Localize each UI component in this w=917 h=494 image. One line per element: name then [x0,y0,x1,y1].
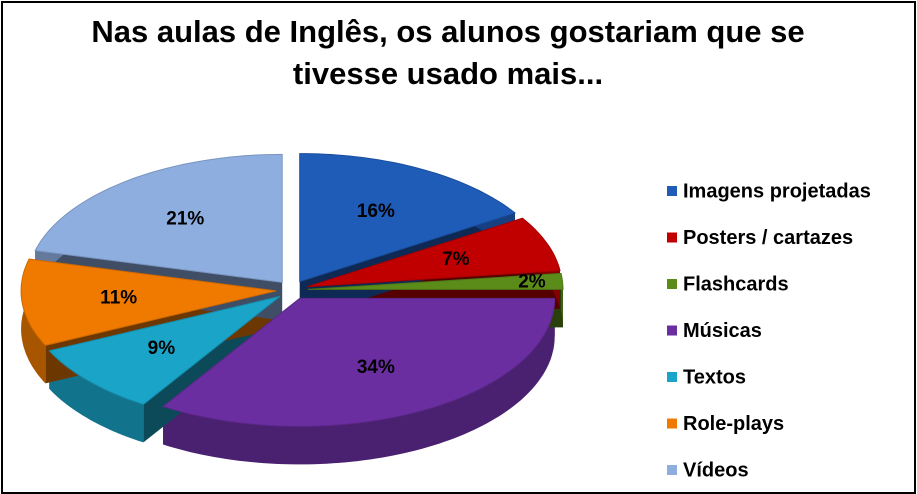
legend-label: Imagens projetadas [683,180,871,202]
legend-label: Role-plays [683,413,784,435]
pie-slice [307,272,564,290]
data-label: 16% [357,201,395,222]
legend-swatch [667,232,677,243]
data-label: 2% [518,271,546,292]
legend-swatch [667,186,677,196]
pie-slice [306,217,561,288]
legend-label: Vídeos [683,459,749,481]
pie-slice [48,295,281,405]
pie-slice [162,297,556,427]
legend-swatch [667,279,677,289]
data-label: 21% [166,209,204,230]
legend-label: Músicas [683,320,762,342]
data-label: 34% [357,357,395,378]
legend-swatch [667,325,677,336]
pie-slice [299,153,517,283]
legend-swatch [667,372,677,382]
pie-slice [34,153,283,283]
chart-title: Nas aulas de Inglês, os alunos gostariam… [91,14,805,91]
data-label: 11% [100,287,137,308]
legend-label: Textos [683,366,746,388]
legend-label: Posters / cartazes [683,227,853,249]
slice-wall [163,298,555,465]
legend-swatch [667,418,677,429]
legend-swatch [667,465,677,475]
data-label: 9% [148,338,176,359]
pie-slice [20,258,277,346]
legend-label: Flashcards [683,273,789,295]
data-label: 7% [442,249,470,270]
